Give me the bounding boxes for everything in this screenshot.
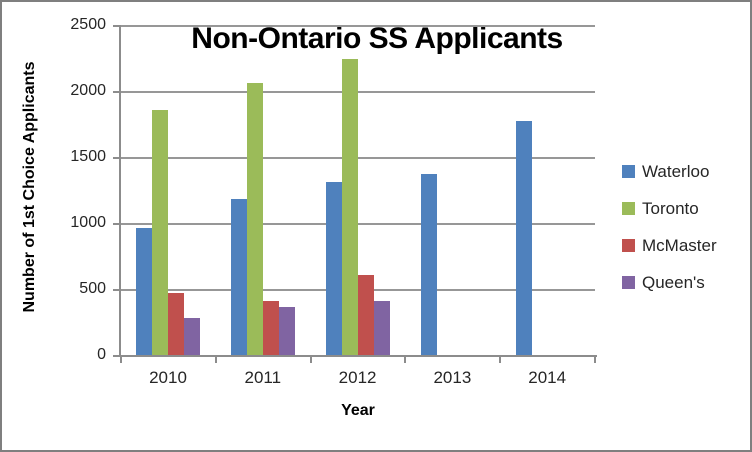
x-axis-tick: [120, 357, 122, 363]
x-tick-label-2011: 2011: [244, 368, 282, 387]
y-axis-line: [119, 25, 121, 356]
legend: Waterloo Toronto McMaster Queen's: [622, 161, 717, 293]
chart-title: Non-Ontario SS Applicants: [191, 22, 563, 55]
x-axis-tick: [499, 357, 502, 363]
bar-group-2012: [311, 26, 406, 356]
bar-group-2013: [405, 26, 500, 356]
legend-item-mcmaster: McMaster: [622, 235, 717, 256]
bar-waterloo-2012: [325, 181, 342, 356]
legend-swatch-icon: [622, 239, 635, 252]
y-tick-label: 0: [97, 346, 106, 363]
bar-mcmaster-2012: [357, 274, 374, 356]
bar-toronto-2010: [152, 110, 169, 356]
gridline: [121, 223, 595, 225]
legend-label: Toronto: [642, 198, 699, 218]
bar-queens-2011: [279, 306, 296, 356]
y-axis-tick: [113, 25, 119, 27]
x-tick-label-2012: 2012: [338, 368, 377, 387]
bar-toronto-2012: [341, 59, 358, 356]
bar-waterloo-2011: [231, 198, 248, 356]
plot-area: [121, 25, 595, 356]
bar-group-2014: [500, 26, 595, 356]
legend-label: McMaster: [642, 235, 717, 255]
bar-mcmaster-2010: [168, 293, 185, 356]
x-tick-label-2013: 2013: [433, 368, 472, 387]
y-tick-label: 1500: [70, 148, 106, 165]
x-axis-line: [115, 355, 597, 357]
x-axis-tick: [404, 357, 407, 363]
gridline: [121, 25, 595, 27]
legend-swatch-icon: [622, 165, 635, 178]
x-tick-label-2010: 2010: [149, 368, 187, 387]
bar-queens-2010: [184, 317, 201, 356]
x-axis-tick: [594, 357, 596, 363]
y-axis-tick: [113, 289, 119, 291]
y-tick-label: 2000: [70, 82, 106, 99]
y-tick-label: 500: [79, 280, 106, 297]
x-axis-tick: [214, 357, 217, 363]
x-axis-title: Year: [341, 402, 375, 419]
x-axis-tick: [309, 357, 312, 363]
bar-mcmaster-2011: [263, 301, 280, 356]
y-axis-tick: [113, 157, 119, 159]
legend-label: Waterloo: [642, 161, 710, 181]
legend-item-toronto: Toronto: [622, 198, 717, 219]
y-axis-title: Number of 1st Choice Applicants: [21, 61, 38, 313]
legend-item-waterloo: Waterloo: [622, 161, 717, 182]
y-axis-tick: [113, 355, 119, 357]
legend-swatch-icon: [622, 202, 635, 215]
legend-label: Queen's: [642, 272, 705, 292]
y-axis-tick: [113, 91, 119, 93]
gridline: [121, 91, 595, 93]
bar-waterloo-2014: [515, 121, 532, 356]
x-tick-label-2014: 2014: [528, 368, 567, 387]
bar-queens-2012: [373, 300, 390, 356]
bar-waterloo-2010: [136, 227, 153, 356]
bar-group-2011: [216, 26, 311, 356]
legend-swatch-icon: [622, 276, 635, 289]
y-axis-tick: [113, 223, 119, 225]
y-tick-label: 2500: [70, 16, 106, 33]
bar-waterloo-2013: [420, 173, 437, 356]
bar-toronto-2011: [247, 82, 264, 356]
gridline: [121, 157, 595, 159]
y-tick-label: 1000: [70, 214, 106, 231]
legend-item-queens: Queen's: [622, 272, 717, 293]
bar-group-2010: [121, 26, 216, 356]
